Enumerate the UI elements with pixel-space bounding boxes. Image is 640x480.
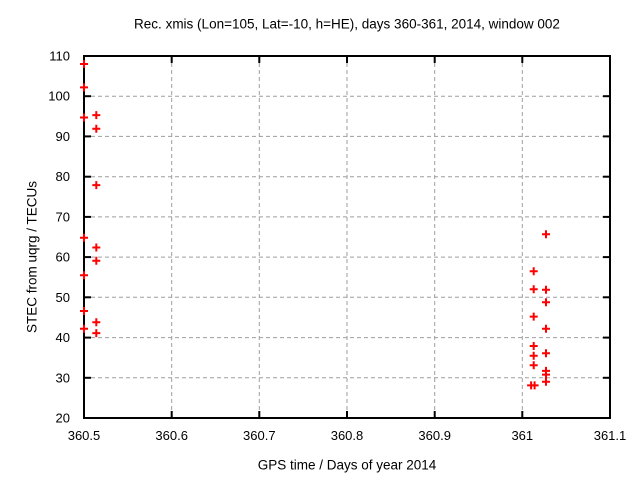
data-point-marker bbox=[542, 377, 550, 386]
y-tick-label: 20 bbox=[56, 411, 70, 426]
data-point-marker bbox=[542, 370, 550, 379]
data-point-marker bbox=[529, 285, 538, 294]
y-tick-label: 60 bbox=[56, 250, 70, 265]
data-point-marker bbox=[542, 230, 550, 239]
y-tick-label: 110 bbox=[49, 49, 70, 64]
data-point-marker bbox=[529, 267, 538, 276]
data-point-marker bbox=[80, 324, 88, 333]
data-point-marker bbox=[529, 312, 538, 321]
y-tick-label: 50 bbox=[56, 290, 70, 305]
y-tick-label: 70 bbox=[56, 209, 70, 224]
data-point-marker bbox=[92, 318, 101, 327]
y-tick-label: 40 bbox=[56, 330, 70, 345]
y-tick-label: 100 bbox=[48, 89, 70, 104]
data-point-marker bbox=[542, 324, 550, 333]
data-point-marker bbox=[80, 307, 88, 315]
y-axis-label: STEC from uqrg / TECUs bbox=[24, 180, 40, 334]
data-point-marker bbox=[529, 361, 538, 370]
data-point-marker bbox=[80, 271, 88, 280]
x-tick-label: 360.7 bbox=[243, 428, 276, 443]
x-tick-label: 360.8 bbox=[331, 428, 364, 443]
y-tick-label: 80 bbox=[56, 169, 70, 184]
y-tick-label: 30 bbox=[56, 370, 70, 385]
data-point-marker bbox=[542, 285, 550, 294]
data-point-marker bbox=[80, 60, 88, 68]
data-point-marker bbox=[542, 349, 550, 358]
x-tick-label: 361 bbox=[511, 428, 533, 443]
chart-title: Rec. xmis (Lon=105, Lat=-10, h=HE), days… bbox=[134, 16, 560, 32]
y-tick-label: 90 bbox=[56, 129, 70, 144]
data-point-marker bbox=[92, 256, 101, 265]
x-tick-label: 360.9 bbox=[418, 428, 451, 443]
data-point-marker bbox=[529, 351, 538, 360]
data-point-marker bbox=[529, 342, 538, 350]
data-point-marker bbox=[92, 329, 101, 338]
data-point-marker bbox=[80, 113, 88, 122]
data-point-marker bbox=[92, 124, 101, 133]
plot-border bbox=[83, 55, 611, 419]
data-point-marker bbox=[542, 298, 550, 307]
data-point-marker bbox=[92, 243, 101, 252]
data-point-marker bbox=[80, 83, 88, 92]
data-point-marker bbox=[80, 233, 88, 242]
x-tick-label: 361.1 bbox=[594, 428, 627, 443]
data-point-marker bbox=[530, 381, 539, 390]
x-tick-label: 360.5 bbox=[68, 428, 101, 443]
data-point-marker bbox=[92, 111, 101, 120]
x-axis-label: GPS time / Days of year 2014 bbox=[257, 457, 437, 473]
x-tick-label: 360.6 bbox=[155, 428, 188, 443]
data-point-marker bbox=[92, 181, 101, 190]
